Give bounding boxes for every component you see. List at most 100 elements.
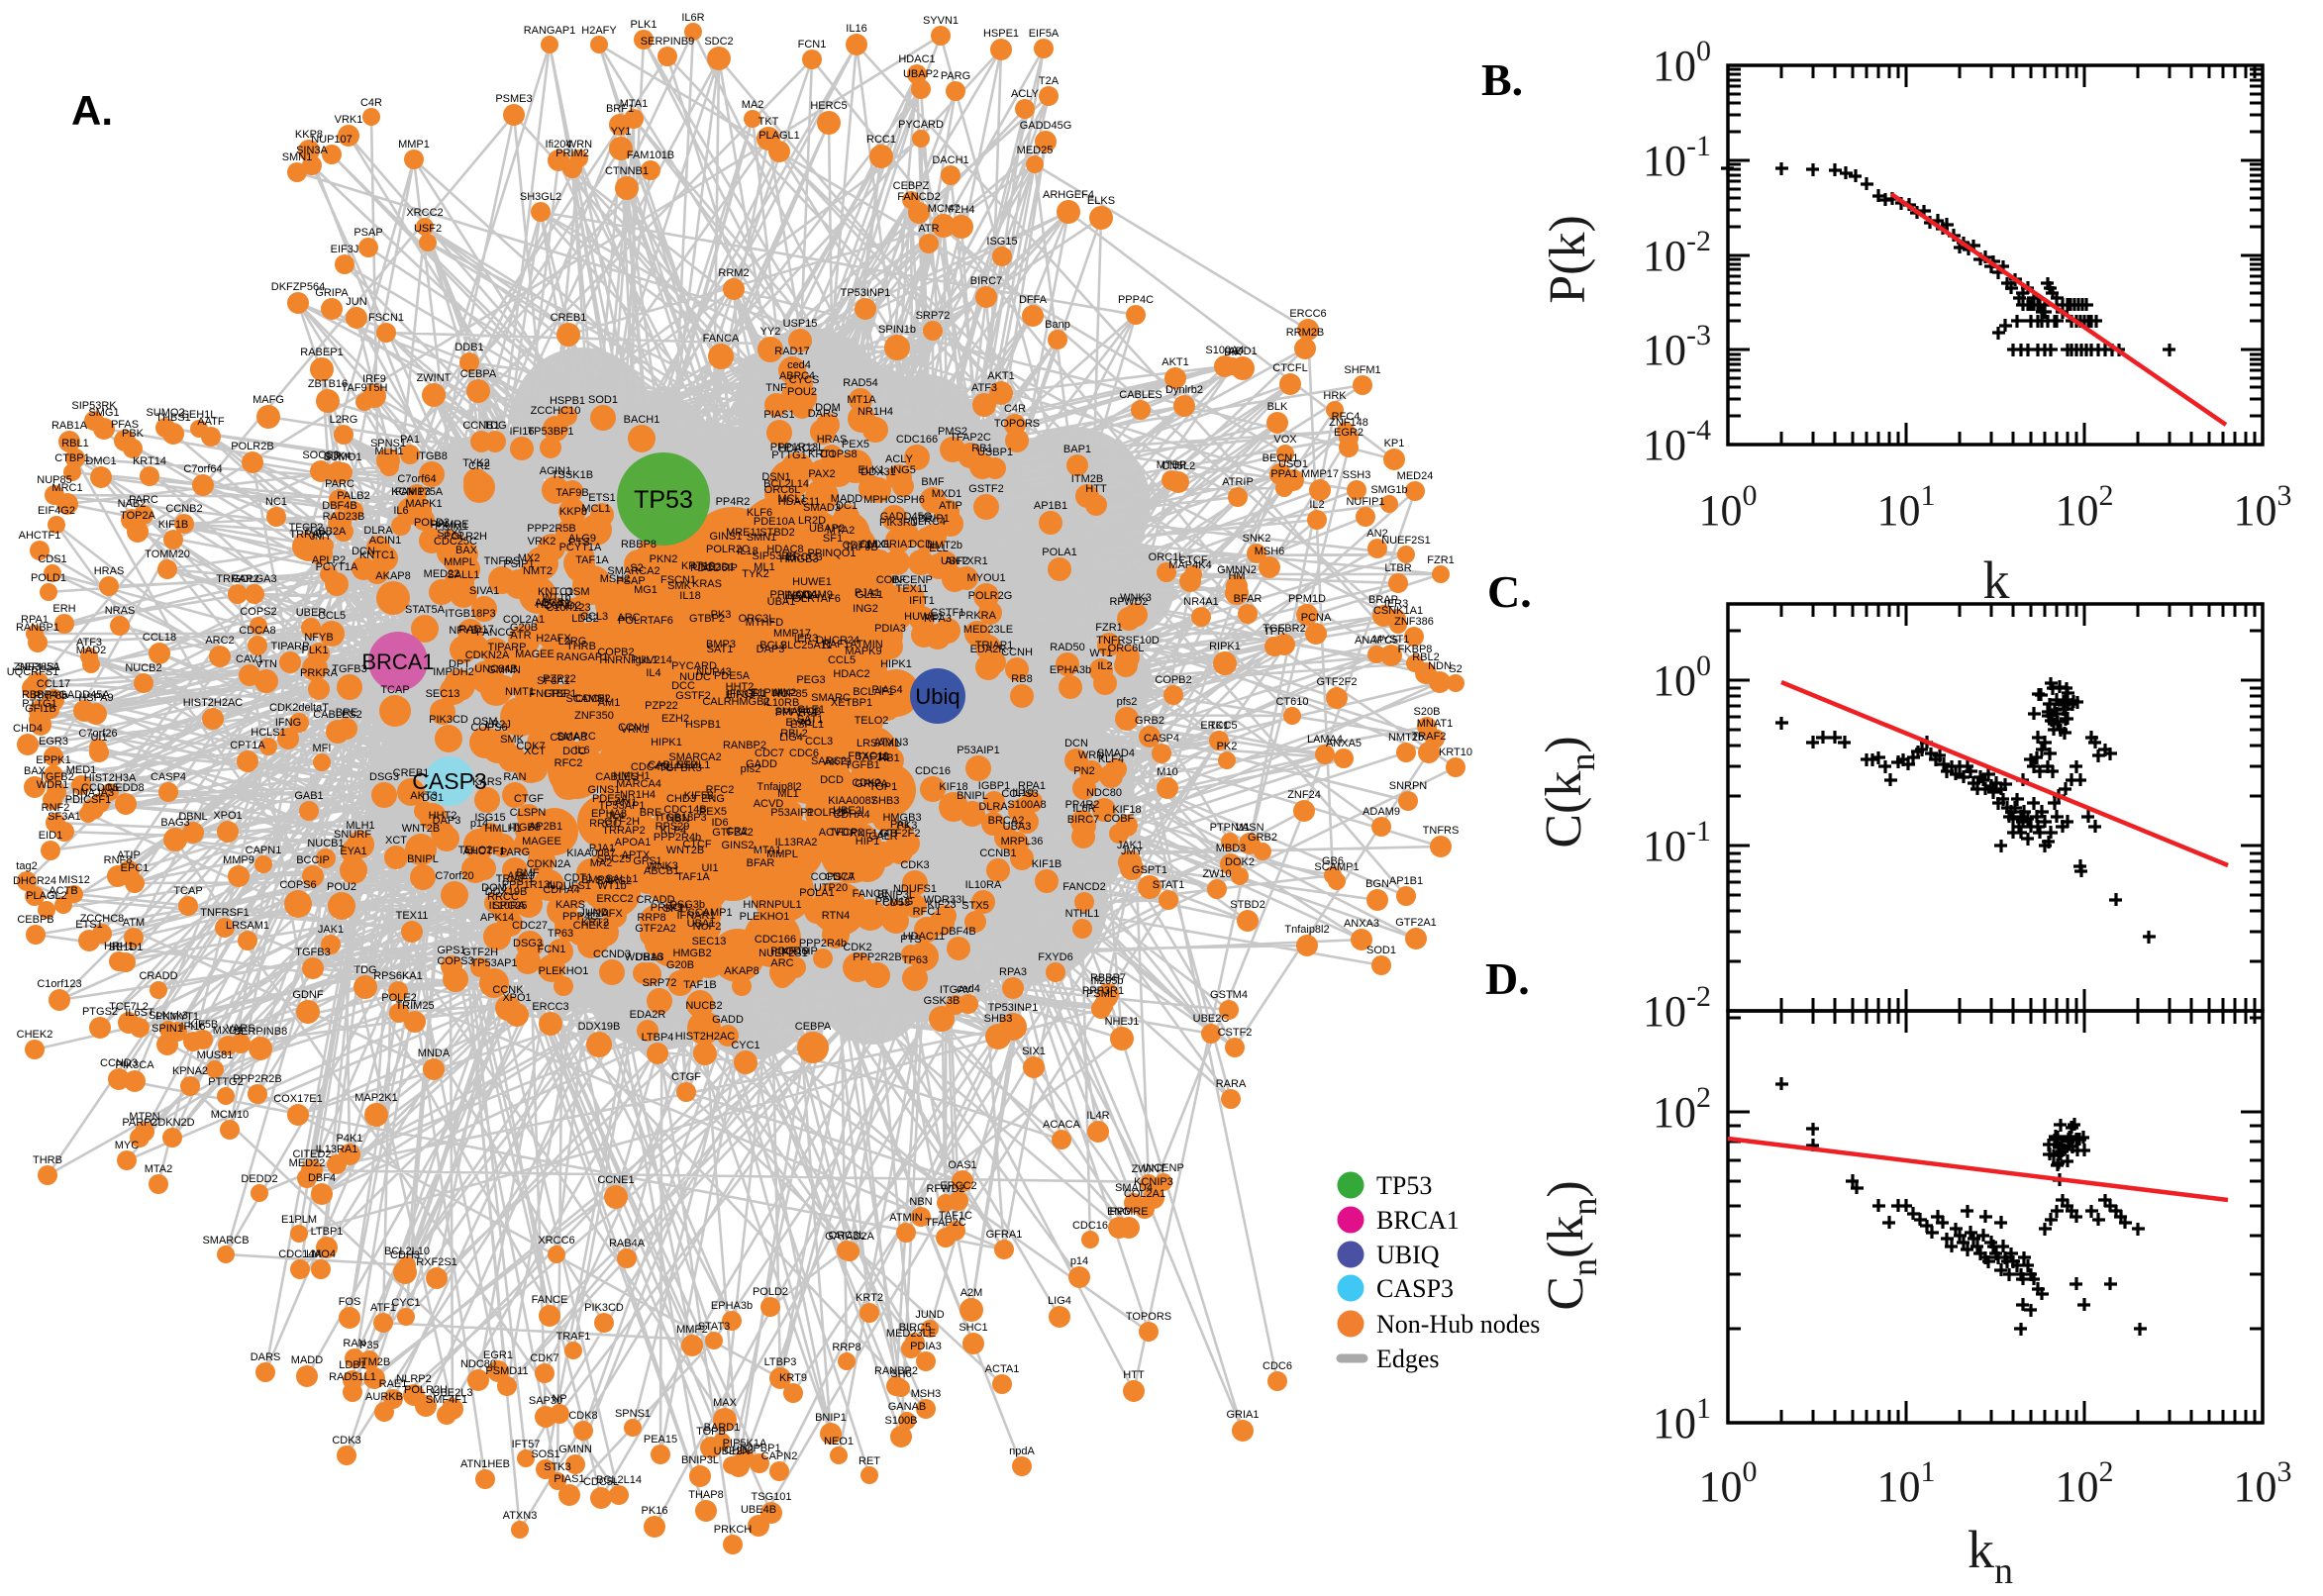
svg-text:C7orf64: C7orf64 (397, 473, 436, 485)
svg-text:USP15: USP15 (783, 318, 818, 330)
svg-text:DOK2: DOK2 (1225, 856, 1255, 868)
svg-text:TFCP2: TFCP2 (830, 827, 864, 839)
svg-text:CTCF: CTCF (1178, 554, 1208, 566)
svg-text:PJA1: PJA1 (589, 843, 615, 854)
svg-text:EGR3: EGR3 (39, 736, 68, 748)
svg-text:A2M: A2M (960, 1287, 983, 1299)
svg-text:MED23LE: MED23LE (963, 624, 1013, 636)
svg-text:TSG101: TSG101 (752, 1491, 792, 1503)
svg-text:HIST2H3A: HIST2H3A (84, 772, 137, 784)
svg-text:SUMO1: SUMO1 (323, 451, 361, 463)
svg-text:RNF8: RNF8 (104, 854, 133, 866)
svg-text:HMLH1: HMLH1 (613, 770, 650, 782)
svg-text:TDG: TDG (354, 964, 376, 976)
svg-text:CPT1A: CPT1A (230, 740, 265, 751)
svg-text:HDAC2: HDAC2 (833, 668, 869, 680)
svg-text:STAT5A: STAT5A (405, 604, 446, 616)
svg-text:EYA1: EYA1 (340, 846, 366, 857)
svg-text:PARP2: PARP2 (122, 1117, 156, 1129)
svg-text:DLRA: DLRA (978, 801, 1008, 813)
svg-text:CREB1: CREB1 (551, 312, 587, 324)
svg-text:PCYT1A: PCYT1A (316, 561, 358, 573)
svg-text:TP53AP1: TP53AP1 (598, 800, 645, 812)
svg-text:SPNS1: SPNS1 (615, 1408, 651, 1420)
svg-text:SDC2: SDC2 (704, 36, 733, 48)
svg-text:SPC25: SPC25 (597, 853, 632, 865)
svg-text:ZNF148: ZNF148 (1329, 417, 1368, 429)
svg-text:COX17E1: COX17E1 (273, 1093, 323, 1105)
svg-text:ABCB1: ABCB1 (535, 597, 570, 609)
svg-text:CTBP1: CTBP1 (54, 452, 89, 464)
svg-text:LTBP4: LTBP4 (642, 1032, 674, 1044)
svg-text:PPP2R4: PPP2R4 (775, 707, 817, 719)
svg-text:PK3: PK3 (897, 820, 918, 832)
svg-text:CCND3: CCND3 (100, 1057, 138, 1069)
svg-text:PSME3: PSME3 (495, 93, 532, 105)
svg-text:KRT2: KRT2 (856, 1292, 883, 1304)
svg-text:EPHA3b: EPHA3b (711, 1300, 753, 1312)
svg-text:P35: P35 (359, 1340, 379, 1351)
svg-text:XCT: XCT (524, 746, 546, 757)
svg-text:HHT2: HHT2 (429, 810, 457, 822)
svg-text:LIG4: LIG4 (779, 732, 803, 744)
svg-text:AHCTF1: AHCTF1 (463, 846, 506, 857)
svg-text:UBE2D1: UBE2D1 (693, 561, 736, 573)
svg-text:PPMRE: PPMRE (1109, 1206, 1148, 1218)
svg-text:BECN1: BECN1 (1262, 452, 1299, 464)
svg-text:FKBP8: FKBP8 (1398, 644, 1433, 655)
svg-text:DDX19B: DDX19B (485, 886, 528, 898)
svg-text:CHD4: CHD4 (13, 723, 43, 735)
svg-text:GATAD2A: GATAD2A (825, 1231, 874, 1243)
svg-text:CDC16: CDC16 (915, 765, 951, 777)
svg-text:ERCC2: ERCC2 (940, 1180, 976, 1192)
svg-text:MAGEE: MAGEE (522, 836, 561, 848)
svg-text:ZNF350: ZNF350 (574, 710, 614, 722)
svg-text:MXD1: MXD1 (213, 1025, 244, 1037)
svg-text:BRCA2: BRCA2 (988, 815, 1025, 827)
svg-text:PSAP: PSAP (354, 227, 382, 239)
svg-text:OAS1: OAS1 (948, 1159, 976, 1171)
svg-text:SF3A1: SF3A1 (537, 675, 570, 687)
svg-text:AURKB: AURKB (365, 1391, 403, 1403)
svg-text:RB8: RB8 (1011, 673, 1032, 685)
svg-text:ZCCHC8: ZCCHC8 (80, 913, 125, 925)
svg-text:RTN4: RTN4 (822, 910, 851, 922)
svg-text:WT1b: WT1b (597, 880, 626, 892)
svg-text:ATXN3: ATXN3 (503, 1510, 538, 1522)
svg-text:ERCC6: ERCC6 (1289, 308, 1326, 320)
svg-text:ITGB18P3: ITGB18P3 (445, 608, 495, 620)
svg-text:FANCG: FANCG (476, 627, 514, 639)
svg-text:ETS1: ETS1 (588, 492, 616, 504)
svg-text:IL4: IL4 (609, 810, 624, 822)
svg-text:XETBP1: XETBP1 (831, 697, 872, 709)
svg-text:SIP53RK: SIP53RK (71, 400, 117, 412)
svg-text:MTA2: MTA2 (145, 1163, 173, 1175)
svg-text:UBIQ: UBIQ (1376, 1241, 1440, 1269)
svg-text:RAD51L1: RAD51L1 (329, 1371, 376, 1383)
svg-text:MLH1: MLH1 (374, 446, 403, 457)
svg-text:FAM101B: FAM101B (627, 150, 674, 161)
svg-text:CDK3: CDK3 (900, 859, 929, 871)
svg-text:CCL5: CCL5 (318, 610, 346, 622)
svg-text:THAP8: THAP8 (688, 1489, 723, 1501)
svg-text:TP63: TP63 (548, 928, 573, 940)
svg-text:IFNAR1: IFNAR1 (676, 910, 715, 922)
svg-text:EIF3J: EIF3J (726, 689, 755, 701)
svg-text:Ifi205b: Ifi205b (1090, 975, 1123, 987)
svg-text:SH3GL2: SH3GL2 (520, 191, 561, 203)
svg-text:IER3: IER3 (794, 633, 818, 645)
svg-text:CDC7: CDC7 (755, 748, 784, 759)
svg-text:EDA2R: EDA2R (630, 1009, 666, 1021)
svg-text:GMNN2: GMNN2 (1217, 564, 1257, 576)
svg-text:SMAD4: SMAD4 (1097, 748, 1135, 759)
svg-text:SPIN1b: SPIN1b (878, 324, 916, 336)
svg-text:TOPORS: TOPORS (1126, 1311, 1171, 1323)
svg-text:IL6: IL6 (393, 505, 408, 517)
svg-text:HIPK1: HIPK1 (880, 658, 912, 670)
svg-text:MAP2K1: MAP2K1 (354, 1092, 397, 1104)
svg-text:PEX5: PEX5 (842, 439, 869, 450)
svg-text:E1PLM: E1PLM (281, 1214, 317, 1226)
svg-text:KLF6: KLF6 (747, 507, 772, 519)
svg-text:BNIP3L: BNIP3L (681, 1454, 719, 1466)
svg-text:AM1: AM1 (598, 697, 621, 709)
